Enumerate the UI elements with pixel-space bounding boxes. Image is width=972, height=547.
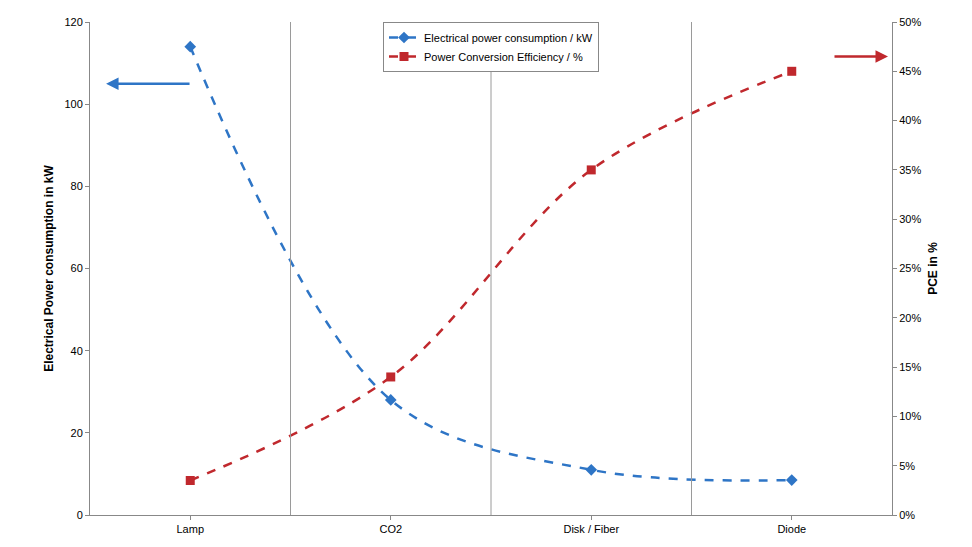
svg-text:120: 120	[64, 16, 82, 28]
svg-text:Electrical Power consumption i: Electrical Power consumption in kW	[42, 164, 56, 371]
svg-text:40: 40	[71, 345, 83, 357]
svg-text:15%: 15%	[899, 361, 921, 373]
svg-text:40%: 40%	[899, 114, 921, 126]
svg-text:100: 100	[64, 98, 82, 110]
svg-text:Disk / Fiber: Disk / Fiber	[563, 523, 619, 535]
svg-text:PCE in %: PCE in %	[926, 242, 940, 295]
svg-text:35%: 35%	[899, 164, 921, 176]
svg-text:CO2: CO2	[379, 523, 402, 535]
svg-text:Lamp: Lamp	[176, 523, 204, 535]
svg-text:45%: 45%	[899, 65, 921, 77]
svg-text:Power Conversion Efficiency /: Power Conversion Efficiency / %	[424, 51, 583, 63]
svg-text:0: 0	[77, 509, 83, 521]
svg-text:25%: 25%	[899, 262, 921, 274]
svg-text:0%: 0%	[899, 509, 915, 521]
svg-text:20%: 20%	[899, 312, 921, 324]
svg-text:60: 60	[71, 262, 83, 274]
svg-text:Diode: Diode	[777, 523, 806, 535]
svg-text:20: 20	[71, 427, 83, 439]
svg-text:5%: 5%	[899, 460, 915, 472]
svg-text:10%: 10%	[899, 410, 921, 422]
svg-text:Electrical power consumption /: Electrical power consumption / kW	[424, 32, 593, 44]
svg-text:50%: 50%	[899, 16, 921, 28]
svg-text:30%: 30%	[899, 213, 921, 225]
svg-text:80: 80	[71, 180, 83, 192]
